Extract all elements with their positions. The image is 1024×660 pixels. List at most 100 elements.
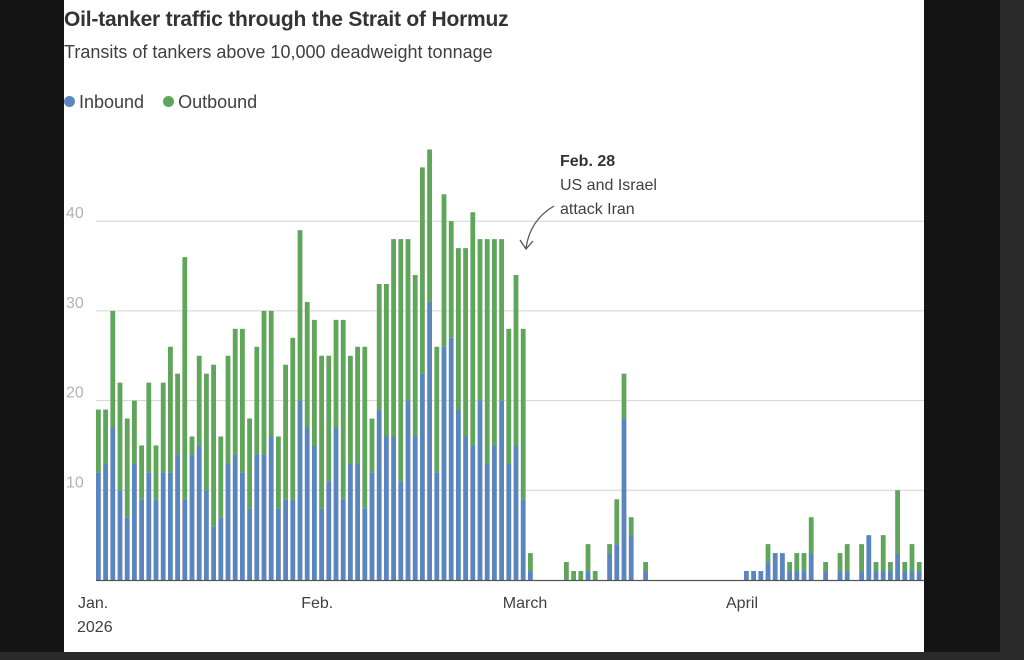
x-tick-label-jan: Jan. bbox=[78, 595, 108, 612]
bar-inbound-55 bbox=[492, 445, 497, 580]
bar-outbound-99 bbox=[808, 517, 814, 554]
bar-outbound-11 bbox=[175, 373, 180, 455]
window-bottom-edge bbox=[0, 652, 1024, 660]
bar-inbound-53 bbox=[477, 400, 483, 580]
bar-inbound-112 bbox=[902, 571, 908, 580]
bar-outbound-5 bbox=[132, 400, 137, 464]
legend-item-outbound: Outbound bbox=[163, 92, 257, 113]
bar-outbound-31 bbox=[319, 355, 324, 509]
bar-outbound-10 bbox=[168, 346, 173, 473]
bar-outbound-96 bbox=[787, 562, 792, 572]
bar-inbound-34 bbox=[340, 499, 346, 580]
bar-inbound-11 bbox=[175, 454, 180, 580]
bar-outbound-76 bbox=[643, 562, 648, 572]
bar-outbound-65 bbox=[564, 562, 569, 580]
bar-inbound-21 bbox=[247, 508, 252, 580]
y-tick-label-40: 40 bbox=[66, 205, 84, 222]
bar-outbound-48 bbox=[441, 194, 447, 347]
bar-inbound-12 bbox=[182, 499, 188, 580]
bar-inbound-35 bbox=[348, 463, 353, 580]
bar-outbound-72 bbox=[614, 499, 620, 545]
bar-inbound-94 bbox=[772, 553, 778, 580]
bar-inbound-2 bbox=[110, 427, 116, 580]
bar-inbound-93 bbox=[765, 562, 771, 580]
bar-inbound-52 bbox=[470, 445, 476, 580]
annotation-line-0: US and Israel bbox=[560, 177, 657, 194]
bar-outbound-74 bbox=[628, 517, 634, 536]
bar-outbound-106 bbox=[859, 544, 864, 572]
bar-outbound-103 bbox=[837, 553, 843, 572]
bar-inbound-14 bbox=[196, 445, 202, 580]
y-tick-label-30: 30 bbox=[66, 295, 84, 312]
bar-inbound-13 bbox=[189, 454, 195, 580]
bar-inbound-8 bbox=[153, 499, 159, 580]
bar-inbound-54 bbox=[484, 463, 490, 580]
bar-inbound-30 bbox=[312, 445, 317, 580]
bar-outbound-39 bbox=[376, 283, 382, 410]
bar-inbound-49 bbox=[448, 337, 454, 580]
bar-outbound-51 bbox=[463, 248, 468, 437]
bar-inbound-24 bbox=[268, 436, 274, 580]
bar-outbound-112 bbox=[902, 562, 908, 572]
y-tick-label-20: 20 bbox=[66, 385, 84, 402]
bar-inbound-48 bbox=[441, 346, 447, 580]
bar-inbound-95 bbox=[780, 553, 785, 580]
bar-outbound-1 bbox=[103, 409, 108, 464]
bar-inbound-0 bbox=[96, 472, 101, 580]
bar-inbound-39 bbox=[376, 409, 382, 580]
bar-outbound-2 bbox=[110, 310, 116, 428]
bar-outbound-59 bbox=[520, 328, 526, 500]
bar-outbound-17 bbox=[218, 436, 224, 518]
x-tick-label-feb: Feb. bbox=[301, 595, 333, 612]
bar-outbound-32 bbox=[326, 355, 332, 482]
bar-outbound-4 bbox=[124, 418, 130, 518]
annotation-line-1: attack Iran bbox=[560, 201, 635, 218]
bar-outbound-98 bbox=[801, 553, 807, 572]
bar-inbound-74 bbox=[628, 535, 634, 580]
bar-outbound-33 bbox=[333, 319, 339, 428]
bar-outbound-47 bbox=[434, 346, 440, 473]
x-tick-sublabel-year: 2026 bbox=[77, 619, 113, 636]
bar-inbound-72 bbox=[614, 544, 620, 580]
bar-outbound-50 bbox=[456, 248, 461, 410]
bar-outbound-40 bbox=[384, 283, 389, 437]
inbound-dot-icon bbox=[64, 96, 75, 107]
bar-outbound-67 bbox=[578, 571, 584, 580]
bar-outbound-71 bbox=[607, 544, 612, 554]
bar-inbound-73 bbox=[621, 418, 627, 580]
bar-inbound-47 bbox=[434, 472, 440, 580]
annotation-arrow bbox=[525, 205, 555, 249]
bar-outbound-73 bbox=[621, 373, 627, 419]
bar-inbound-45 bbox=[420, 373, 425, 580]
bar-inbound-5 bbox=[132, 463, 137, 580]
bar-outbound-52 bbox=[470, 212, 476, 446]
bar-outbound-23 bbox=[261, 310, 267, 455]
bar-inbound-19 bbox=[232, 454, 238, 580]
chart-subtitle: Transits of tankers above 10,000 deadwei… bbox=[64, 42, 493, 62]
bar-outbound-30 bbox=[312, 319, 317, 446]
bar-outbound-38 bbox=[369, 418, 375, 473]
bar-outbound-34 bbox=[340, 319, 346, 500]
bar-inbound-18 bbox=[225, 463, 231, 580]
bar-outbound-49 bbox=[448, 221, 454, 338]
bar-outbound-43 bbox=[405, 239, 411, 401]
bar-inbound-36 bbox=[355, 463, 360, 580]
bar-inbound-109 bbox=[880, 571, 886, 580]
bar-inbound-60 bbox=[528, 571, 533, 580]
bar-outbound-56 bbox=[499, 239, 504, 401]
bar-outbound-28 bbox=[297, 230, 303, 401]
bar-inbound-33 bbox=[333, 427, 339, 580]
bar-outbound-0 bbox=[96, 409, 101, 473]
bar-inbound-76 bbox=[643, 571, 648, 580]
bar-outbound-53 bbox=[477, 239, 483, 401]
bar-inbound-98 bbox=[801, 571, 807, 580]
bar-outbound-19 bbox=[232, 328, 238, 455]
y-tick-label-10: 10 bbox=[66, 474, 84, 491]
bar-inbound-37 bbox=[362, 508, 368, 580]
bar-outbound-55 bbox=[492, 239, 497, 446]
bar-inbound-27 bbox=[290, 499, 296, 580]
bar-inbound-4 bbox=[124, 517, 130, 580]
bar-outbound-54 bbox=[484, 239, 490, 464]
bar-inbound-113 bbox=[909, 571, 915, 580]
